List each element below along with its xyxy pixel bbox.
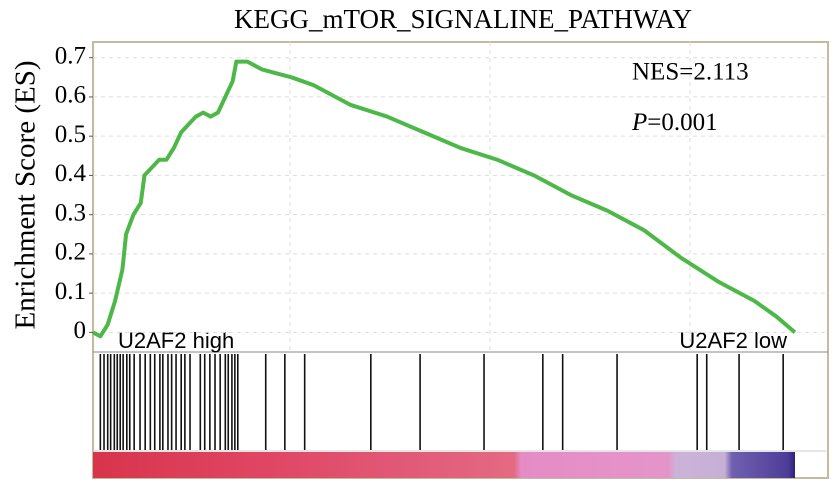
plot-frame <box>92 41 829 479</box>
vertical-grid <box>289 42 691 352</box>
nes-annotation: NES=2.113 <box>632 59 749 86</box>
y-tick-label: 0.3 <box>55 199 86 226</box>
y-tick-label: 0.2 <box>55 239 86 266</box>
y-tick-label: 0.7 <box>55 42 86 69</box>
y-tick-label: 0.4 <box>55 160 87 187</box>
y-tick-label: 0.5 <box>55 121 86 148</box>
es-line <box>92 59 797 339</box>
y-axis-label: Enrichment Score (ES) <box>10 61 42 330</box>
y-tick-label: 0.6 <box>55 82 86 109</box>
chart-title: KEGG_mTOR_SIGNALINE_PATHWAY <box>234 4 692 34</box>
p-annotation: P=0.001 <box>631 109 718 136</box>
group-label-high: U2AF2 high <box>118 328 234 353</box>
y-tick-label: 0.1 <box>55 278 86 305</box>
group-label-low: U2AF2 low <box>679 328 787 353</box>
rank-color-bar <box>93 452 795 478</box>
y-tick-label: 0 <box>74 317 87 344</box>
